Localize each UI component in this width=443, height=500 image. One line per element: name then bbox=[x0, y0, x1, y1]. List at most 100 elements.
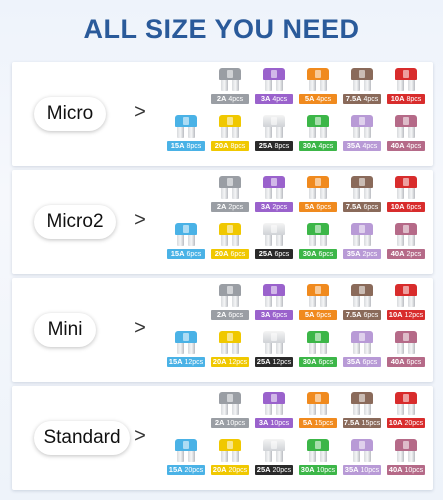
fuse-count: 8pcs bbox=[184, 143, 202, 150]
fuse-count: 6pcs bbox=[226, 312, 244, 319]
fuse-amp: 15A bbox=[170, 249, 185, 258]
fuse-amp: 2A bbox=[214, 418, 225, 427]
fuse-item: 10A 12pcs bbox=[386, 284, 426, 320]
fuse-item: 5A 6pcs bbox=[298, 176, 338, 212]
fuse-amp: 25A bbox=[256, 465, 271, 474]
fuse-amp: 7.5A bbox=[345, 310, 362, 319]
fuse-count: 12pcs bbox=[270, 359, 292, 366]
fuse-tag: 30A 6pcs bbox=[299, 357, 337, 367]
fuse-tag: 35A 6pcs bbox=[343, 357, 381, 367]
fuse-count: 6pcs bbox=[314, 312, 332, 319]
fuse-amp: 40A bbox=[388, 465, 403, 474]
fuse-count: 20pcs bbox=[270, 467, 292, 474]
fuse-amp: 10A bbox=[388, 310, 403, 319]
fuse-tag: 3A 2pcs bbox=[255, 202, 293, 212]
fuse-count: 8pcs bbox=[272, 143, 290, 150]
fuse-row: 15A 6pcs 20A 6pcs 25A 6pcs 30A 6pcs 35A 2pcs… bbox=[164, 223, 426, 259]
fuse-amp: 25A bbox=[256, 357, 271, 366]
fuse-item: 15A 6pcs bbox=[166, 223, 206, 259]
fuse-tag: 7.5A 15pcs bbox=[342, 418, 382, 428]
fuse-tag: 10A 8pcs bbox=[387, 94, 425, 104]
fuse-item: 3A 2pcs bbox=[254, 176, 294, 212]
fuse-item: 20A 6pcs bbox=[210, 223, 250, 259]
fuse-item: 40A 6pcs bbox=[386, 331, 426, 367]
fuse-item: 2A 10pcs bbox=[210, 392, 250, 428]
fuse-tag: 25A 20pcs bbox=[255, 465, 293, 475]
fuse-count: 6pcs bbox=[361, 204, 379, 211]
fuse-item: 7.5A 15pcs bbox=[342, 392, 382, 428]
fuse-tag: 25A 8pcs bbox=[255, 141, 293, 151]
fuse-grid: 2A 2pcs 3A 2pcs 5A 6pcs 7.5A 6pcs 10A 6pcs 15… bbox=[164, 176, 426, 268]
fuse-amp: 35A bbox=[344, 465, 359, 474]
fuse-item: 2A 2pcs bbox=[210, 176, 250, 212]
fuse-amp: 3A bbox=[260, 310, 271, 319]
fuse-amp: 20A bbox=[214, 249, 229, 258]
fuse-30a-icon bbox=[304, 223, 332, 247]
fuse-tag: 5A 15pcs bbox=[299, 418, 337, 428]
fuse-grid: 2A 6pcs 3A 6pcs 5A 6pcs 7.5A 6pcs 10A 12pcs 1… bbox=[164, 284, 426, 376]
fuse-count: 2pcs bbox=[226, 204, 244, 211]
fuse-row: 2A 2pcs 3A 2pcs 5A 6pcs 7.5A 6pcs 10A 6pcs bbox=[164, 176, 426, 212]
fuse-item: 3A 10pcs bbox=[254, 392, 294, 428]
fuse-count: 2pcs bbox=[270, 204, 288, 211]
fuse-count: 6pcs bbox=[360, 359, 378, 366]
fuse-10a-icon bbox=[392, 68, 420, 92]
fuse-count: 4pcs bbox=[404, 143, 422, 150]
fuse-40a-icon bbox=[392, 115, 420, 139]
fuse-row: 15A 8pcs 20A 8pcs 25A 8pcs 30A 4pcs 35A 4pcs… bbox=[164, 115, 426, 151]
fuse-40a-icon bbox=[392, 439, 420, 463]
fuse-30a-icon bbox=[304, 439, 332, 463]
fuse-amp: 3A bbox=[260, 94, 271, 103]
fuse-count: 20pcs bbox=[226, 467, 248, 474]
fuse-7-5a-icon bbox=[348, 284, 376, 308]
fuse-tag: 20A 8pcs bbox=[211, 141, 249, 151]
fuse-tag: 3A 6pcs bbox=[255, 310, 293, 320]
fuse-tag: 35A 10pcs bbox=[343, 465, 381, 475]
fuse-item: 35A 6pcs bbox=[342, 331, 382, 367]
fuse-row: 2A 4pcs 3A 4pcs 5A 4pcs 7.5A 4pcs 10A 8pcs bbox=[164, 68, 426, 104]
fuse-5a-icon bbox=[304, 284, 332, 308]
fuse-15a-icon bbox=[172, 331, 200, 355]
fuse-2a-icon bbox=[216, 176, 244, 200]
arrow-glyph: > bbox=[134, 317, 146, 339]
fuse-item: 7.5A 6pcs bbox=[342, 284, 382, 320]
page-title: ALL SIZE YOU NEED bbox=[83, 14, 360, 44]
fuse-tag: 30A 6pcs bbox=[299, 249, 337, 259]
fuse-item: 30A 4pcs bbox=[298, 115, 338, 151]
fuse-item: 25A 12pcs bbox=[254, 331, 294, 367]
fuse-item: 25A 6pcs bbox=[254, 223, 294, 259]
size-panel-micro: Micro >2A 4pcs 3A 4pcs 5A 4pcs 7.5A 4pcs 10A … bbox=[12, 62, 433, 166]
fuse-amp: 5A bbox=[302, 418, 313, 427]
fuse-30a-icon bbox=[304, 331, 332, 355]
fuse-item: 40A 10pcs bbox=[386, 439, 426, 475]
fuse-count: 8pcs bbox=[228, 143, 246, 150]
fuse-5a-icon bbox=[304, 68, 332, 92]
fuse-count: 4pcs bbox=[316, 143, 334, 150]
fuse-tag: 25A 6pcs bbox=[255, 249, 293, 259]
fuse-count: 4pcs bbox=[226, 96, 244, 103]
fuse-count: 10pcs bbox=[358, 467, 380, 474]
fuse-count: 10pcs bbox=[402, 467, 424, 474]
fuse-10a-icon bbox=[392, 176, 420, 200]
fuse-amp: 35A bbox=[346, 249, 361, 258]
fuse-amp: 30A bbox=[302, 249, 317, 258]
fuse-amp: 2A bbox=[216, 310, 227, 319]
fuse-tag: 35A 4pcs bbox=[343, 141, 381, 151]
fuse-20a-icon bbox=[216, 331, 244, 355]
fuse-count: 20pcs bbox=[402, 420, 424, 427]
fuse-tag: 40A 4pcs bbox=[387, 141, 425, 151]
fuse-count: 10pcs bbox=[224, 420, 246, 427]
fuse-count: 4pcs bbox=[270, 96, 288, 103]
fuse-tag: 40A 2pcs bbox=[387, 249, 425, 259]
fuse-tag: 20A 20pcs bbox=[211, 465, 249, 475]
fuse-15a-icon bbox=[172, 115, 200, 139]
fuse-item: 5A 4pcs bbox=[298, 68, 338, 104]
size-label-standard: Standard bbox=[34, 421, 130, 455]
fuse-item: 5A 15pcs bbox=[298, 392, 338, 428]
fuse-item: 35A 10pcs bbox=[342, 439, 382, 475]
fuse-2a-icon bbox=[216, 284, 244, 308]
fuse-count: 4pcs bbox=[360, 143, 378, 150]
fuse-35a-icon bbox=[348, 115, 376, 139]
fuse-amp: 5A bbox=[304, 94, 315, 103]
fuse-item: 35A 4pcs bbox=[342, 115, 382, 151]
